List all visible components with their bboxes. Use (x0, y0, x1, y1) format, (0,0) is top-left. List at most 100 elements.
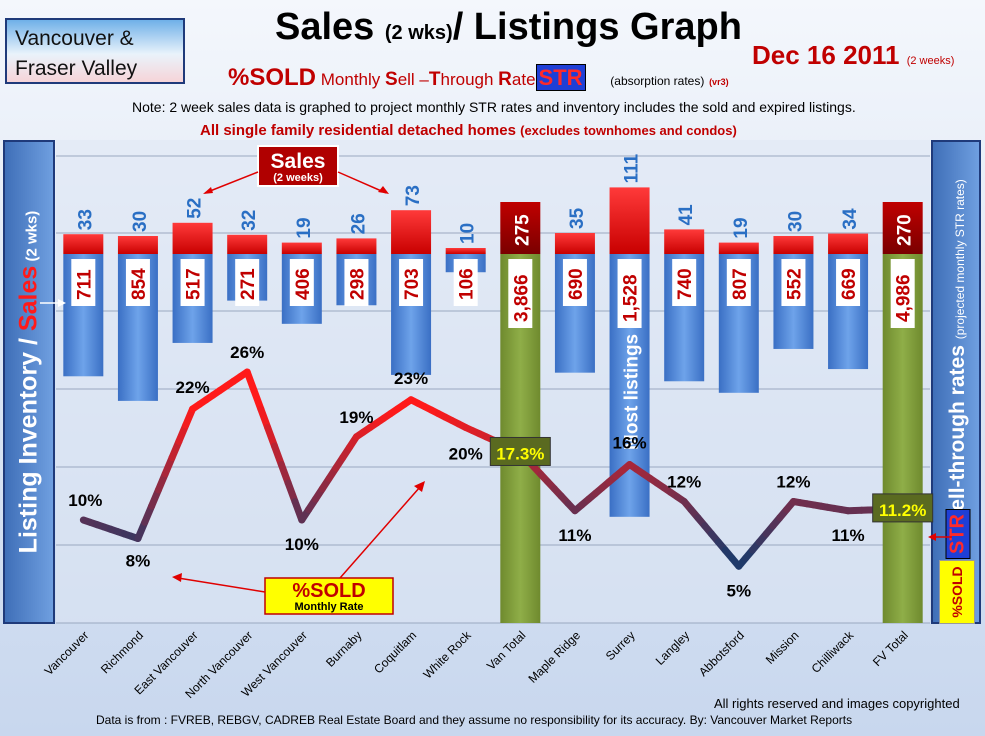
subtitle-monthly: Monthly (320, 70, 381, 89)
sold-callout-arrowhead-left (172, 573, 182, 582)
listing-label-9: 690 (566, 268, 587, 300)
listing-label-box-14 (836, 259, 861, 306)
sales-bar-6 (391, 210, 432, 254)
sales-bar-11 (664, 229, 705, 254)
sales-callout-arrow-right (337, 171, 387, 194)
sales-bar-1 (117, 236, 158, 254)
category-label-13: Mission (763, 628, 802, 667)
report-date: Dec 16 2011 (2 weeks) (752, 40, 954, 71)
title-rest: / Listings Graph (452, 6, 742, 48)
listing-label-5: 298 (347, 268, 368, 300)
pct-label-5: 19% (339, 408, 373, 427)
listing-label-box-5 (344, 259, 369, 306)
listing-label-box-10 (617, 259, 642, 328)
total-pct-box-15 (872, 493, 934, 523)
right-sold-badge: %SOLD (939, 560, 975, 624)
listing-label-box-9 (562, 259, 587, 306)
date-text: Dec 16 2011 (752, 40, 900, 70)
listing-label-box-13 (781, 259, 806, 306)
category-label-5: Burnaby (323, 628, 365, 670)
listing-label-4: 406 (293, 268, 314, 300)
sales-callout-title: Sales (271, 150, 326, 173)
sales-bar-5 (336, 238, 377, 254)
sales-label-2: 52 (185, 198, 206, 219)
subtitle-hrough: hrough (440, 70, 494, 89)
sales-bar-10 (609, 187, 650, 254)
region-label: Vancouver & Fraser Valley (5, 18, 185, 84)
listing-label-8: 3,866 (511, 274, 532, 322)
region-line-2: Fraser Valley (15, 57, 138, 80)
sales-bar-0 (63, 234, 104, 254)
total-pct-box-8 (489, 436, 551, 466)
listing-label-6: 703 (402, 268, 423, 300)
category-label-11: Langley (653, 628, 693, 668)
listing-label-box-15 (890, 259, 915, 328)
category-label-10: Surrey (603, 628, 638, 663)
sales-bar-15 (882, 202, 923, 254)
chart-title: Sales (2 wks)/ Listings Graph (275, 6, 742, 49)
subtitle-version: (vr3) (709, 77, 729, 87)
pct-label-0: 10% (68, 491, 102, 510)
sales-bar-9 (554, 233, 595, 254)
sales-label-9: 35 (567, 207, 588, 229)
listing-label-box-11 (672, 259, 697, 306)
subtitle-ell: ell – (397, 70, 429, 89)
sales-label-0: 33 (75, 209, 96, 230)
sales-label-10: 111 (622, 153, 643, 183)
sales-label-12: 19 (731, 217, 752, 238)
sales-callout-box (257, 145, 339, 187)
category-label-6: Coquitlam (371, 628, 419, 676)
copyright-note: All rights reserved and images copyright… (714, 696, 960, 711)
pct-label-7: 20% (449, 445, 483, 464)
sales-label-13: 30 (785, 211, 806, 232)
sales-bar-13 (773, 236, 814, 254)
listing-label-12: 807 (730, 268, 751, 300)
sales-label-6: 73 (403, 185, 424, 206)
left-inventory-arrowhead (58, 299, 66, 307)
sold-callout-sub: Monthly Rate (294, 601, 363, 613)
pct-label-12: 5% (727, 581, 752, 600)
sold-callout-title: %SOLD (292, 580, 365, 602)
sales-label-11: 41 (676, 204, 697, 226)
pct-label-14: 11% (832, 526, 865, 545)
sales-label-15: 270 (895, 214, 916, 246)
listing-label-box-0 (71, 259, 96, 306)
listing-label-box-4 (289, 259, 314, 306)
note2-main: All single family residential detached h… (200, 122, 516, 139)
sales-callout-sub: (2 weeks) (273, 172, 323, 184)
chart-subtitle: %SOLD Monthly Sell –Through Rate STR (abs… (228, 64, 729, 92)
category-label-7: White Rock (421, 628, 475, 682)
subtitle-absorption: (absorption rates) (610, 74, 705, 88)
sales-bar-4 (281, 242, 322, 254)
subtitle-s: S (385, 69, 398, 90)
listing-label-box-1 (125, 259, 150, 306)
sold-callout-arrowhead-up (414, 481, 425, 492)
listing-label-box-2 (180, 259, 205, 306)
listing-label-13: 552 (784, 268, 805, 300)
sales-label-5: 26 (348, 213, 369, 234)
category-label-0: Vancouver (42, 628, 92, 678)
subtitle-t: T (428, 69, 441, 90)
category-label-8: Van Total (484, 628, 529, 673)
subtitle-ate: ate (511, 70, 536, 89)
pct-label-13: 12% (776, 473, 810, 492)
sales-bar-2 (172, 222, 213, 254)
plot-area (56, 140, 930, 623)
subtitle-r: R (498, 69, 512, 90)
pct-label-1: 8% (126, 552, 151, 571)
sales-callout-arrow-left (204, 171, 259, 194)
category-label-9: Maple Ridge (526, 628, 584, 686)
category-label-12: Abbotsford (696, 628, 747, 679)
title-period: (2 wks) (384, 22, 453, 44)
category-label-15: FV Total (870, 628, 911, 669)
listing-label-0: 711 (74, 269, 95, 300)
listing-label-box-8 (508, 259, 533, 328)
sales-label-8: 275 (512, 214, 533, 246)
subtitle-str-badge: STR (535, 64, 586, 91)
pct-label-6: 23% (394, 369, 428, 388)
pct-label-8: 17.3% (496, 444, 544, 463)
sales-bar-3 (227, 234, 268, 254)
sold-callout-arrow-up (339, 486, 421, 579)
sales-label-3: 32 (239, 210, 260, 231)
